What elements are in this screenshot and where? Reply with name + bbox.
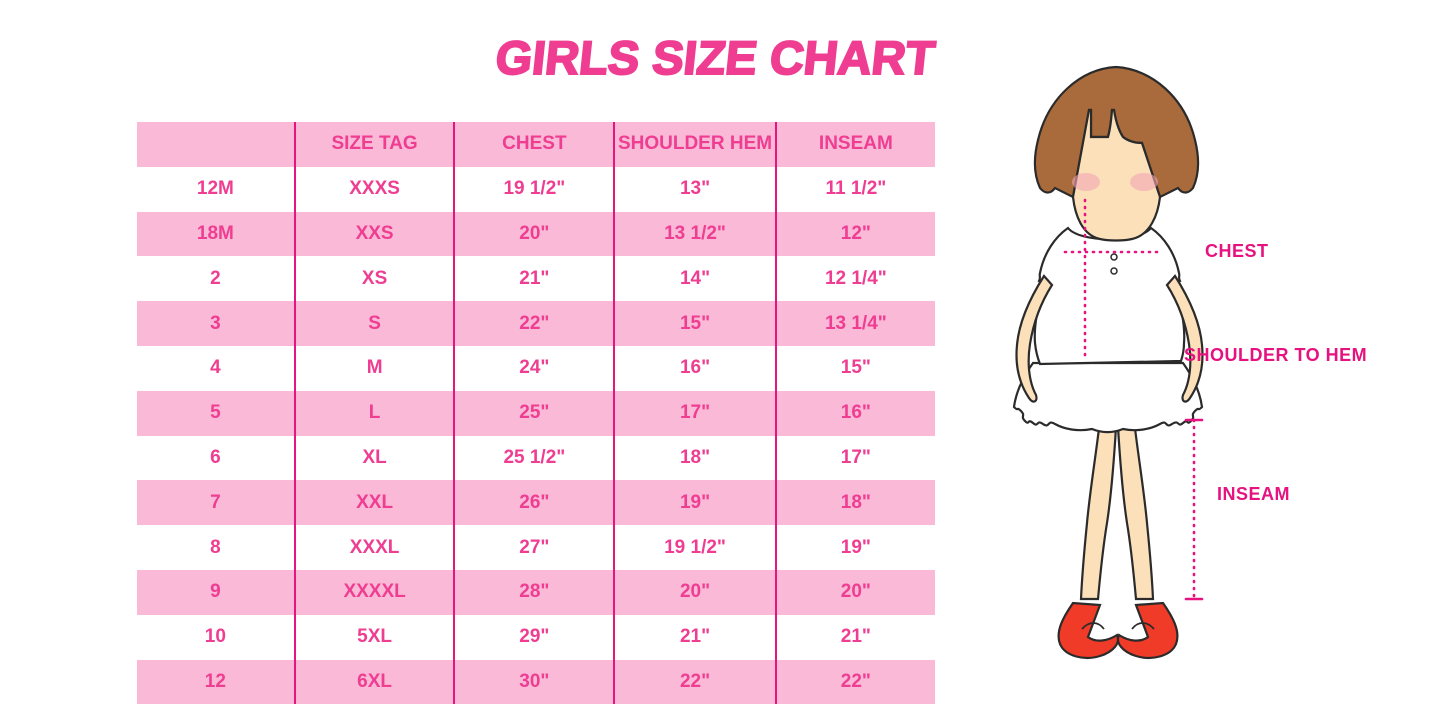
svg-text:INSEAM: INSEAM bbox=[1217, 484, 1290, 504]
svg-text:CHEST: CHEST bbox=[1205, 241, 1269, 261]
svg-text:SHOULDER TO HEM: SHOULDER TO HEM bbox=[1184, 345, 1367, 365]
